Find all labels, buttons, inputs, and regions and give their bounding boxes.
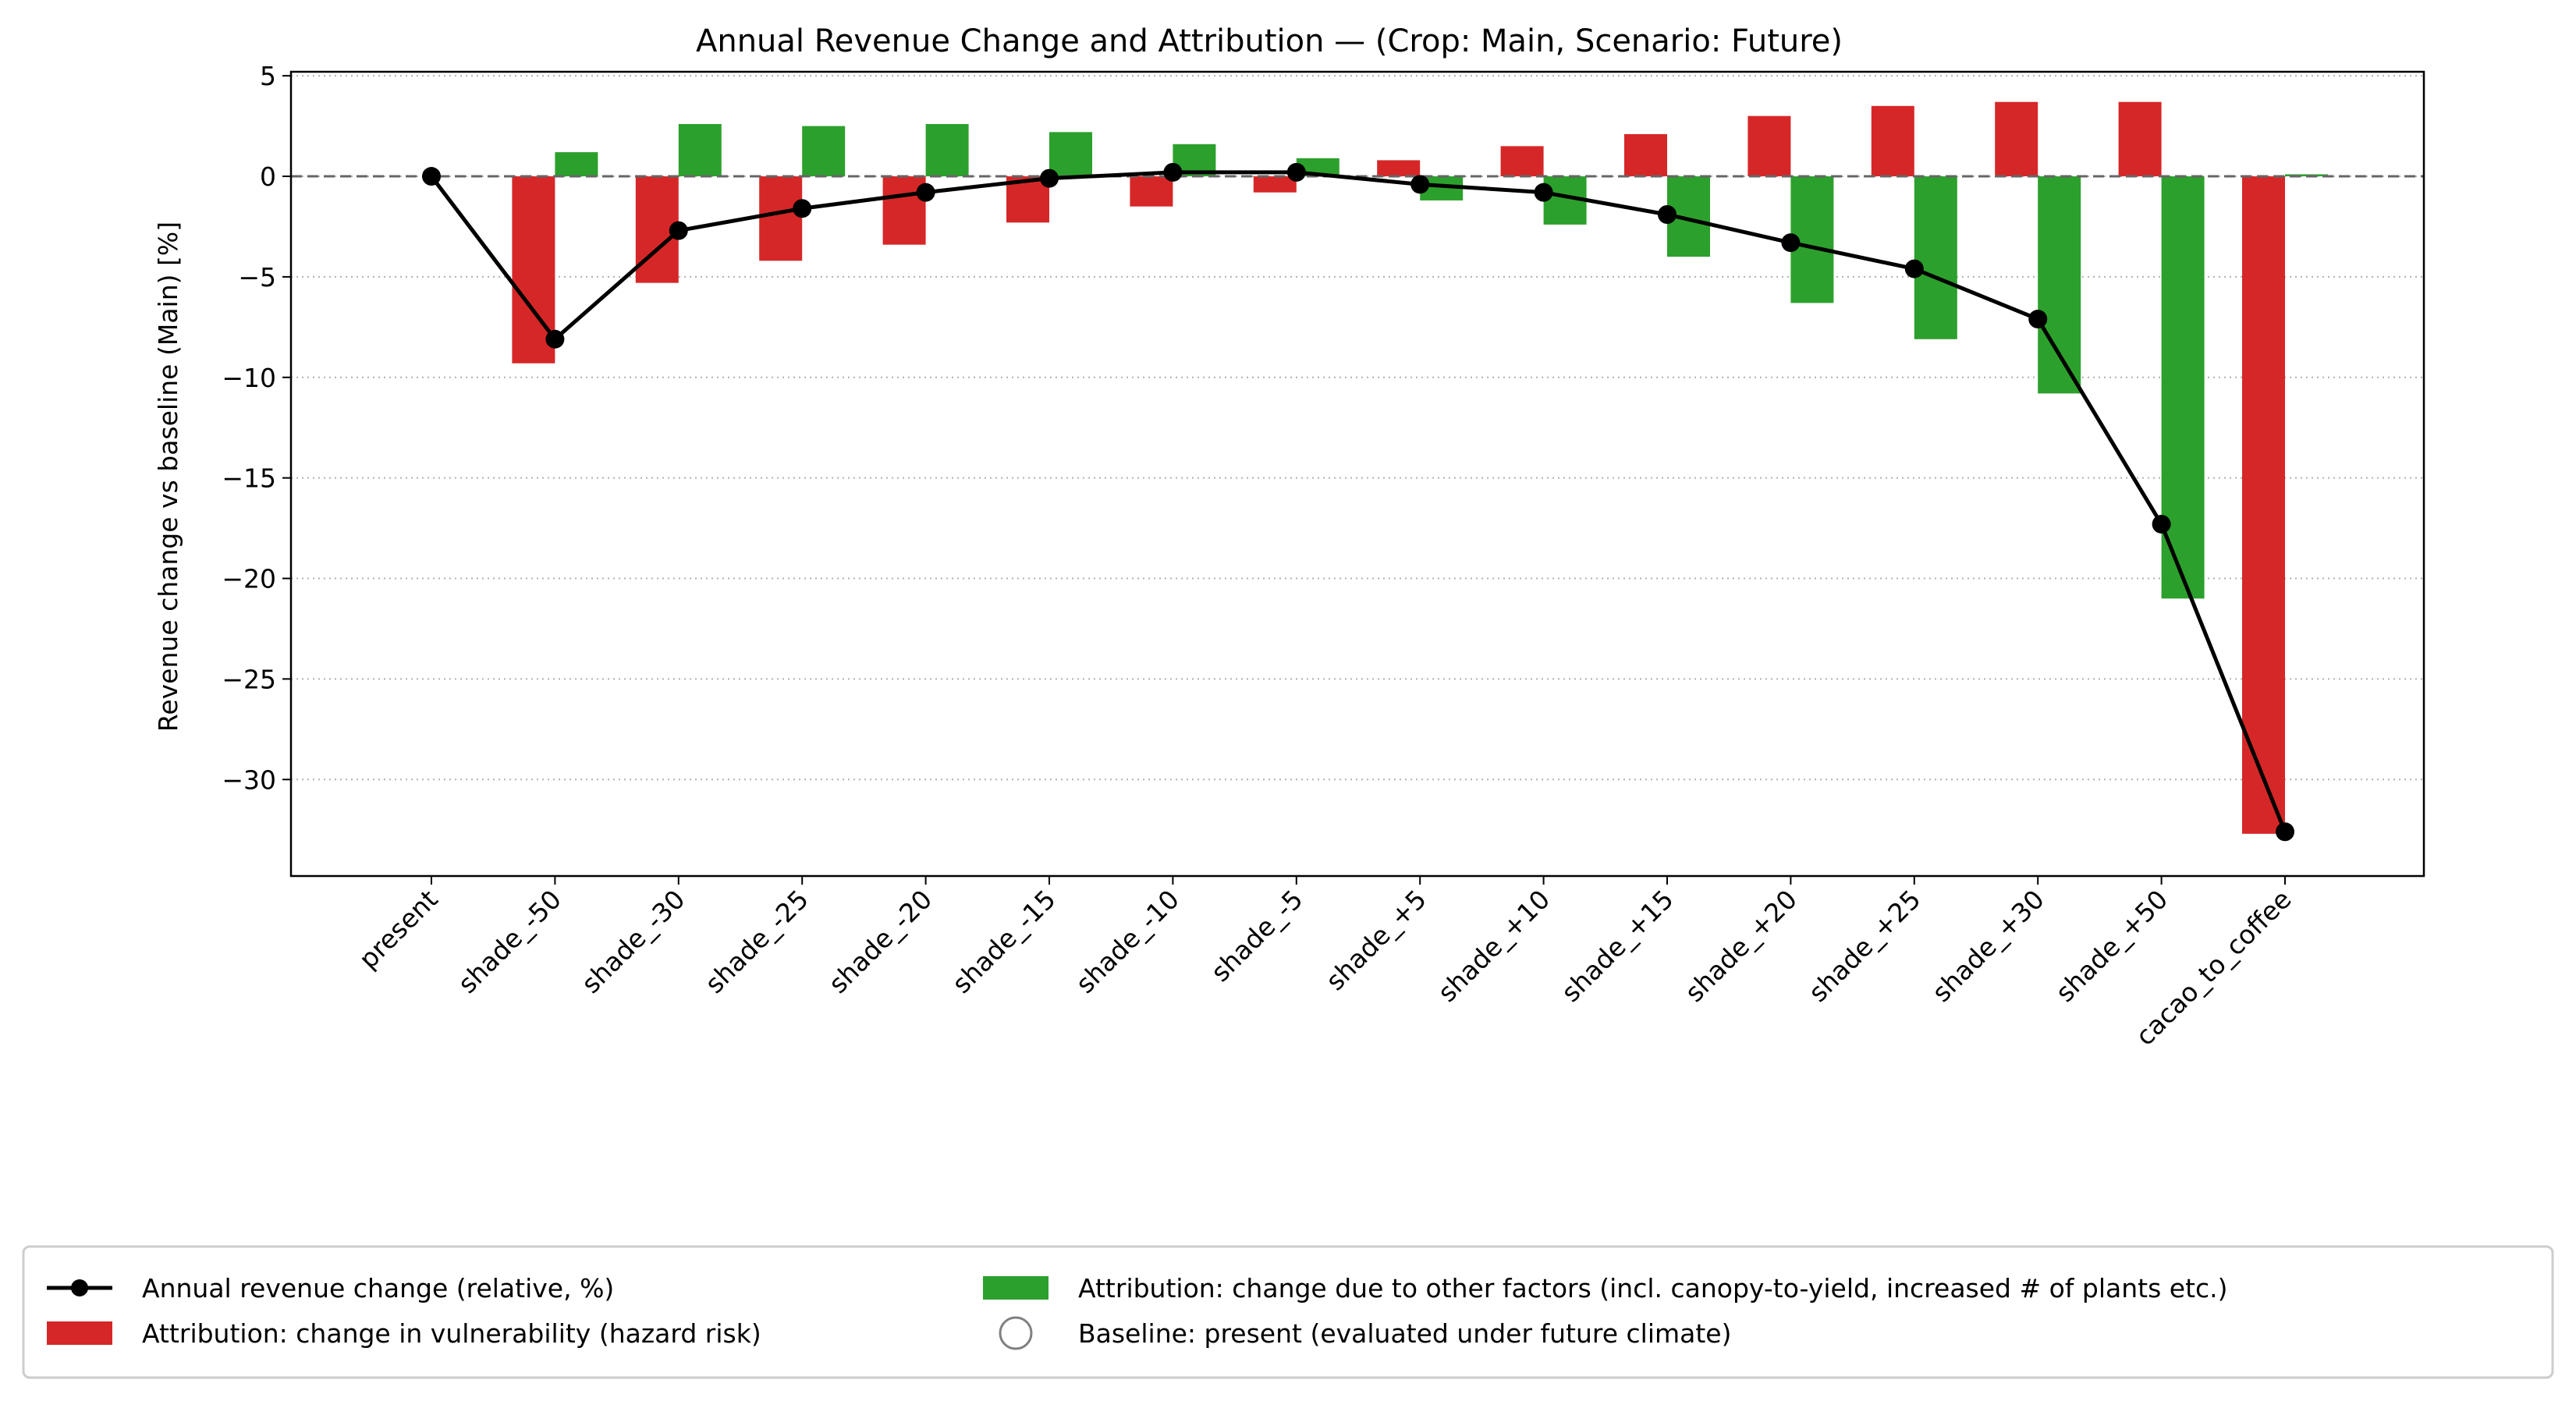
- revenue-point: [1904, 259, 1924, 278]
- x-tick-label: shade_-20: [822, 884, 938, 999]
- revenue-point: [1781, 233, 1801, 253]
- bar-vulnerability: [2118, 101, 2162, 177]
- chart-title: Annual Revenue Change and Attribution — …: [696, 23, 1843, 59]
- bar-vulnerability: [1871, 105, 1914, 177]
- bar-other-factors: [1914, 176, 1957, 339]
- legend-patch-swatch: [983, 1276, 1048, 1300]
- legend: Annual revenue change (relative, %) Attri…: [22, 1245, 2554, 1379]
- x-tick-label: shade_+15: [1556, 884, 1680, 1008]
- x-tick-label: shade_+50: [2049, 884, 2173, 1008]
- revenue-line-path: [430, 170, 2287, 833]
- revenue-point: [2152, 514, 2171, 534]
- x-tick-label: shade_+25: [1803, 884, 1927, 1008]
- revenue-point: [2028, 310, 2048, 329]
- bar-vulnerability: [1624, 133, 1667, 177]
- revenue-point: [916, 183, 935, 202]
- x-tick-label: shade_-15: [946, 884, 1062, 999]
- revenue-point: [2276, 822, 2294, 842]
- revenue-point: [1163, 162, 1183, 182]
- revenue-point: [422, 167, 441, 186]
- revenue-point: [1534, 183, 1553, 202]
- y-tick-label: −30: [222, 764, 276, 795]
- bar-vulnerability: [759, 176, 803, 261]
- axes: [289, 70, 2425, 878]
- legend-box: [22, 1245, 2554, 1379]
- y-axis-label: Revenue change vs baseline (Main) [%]: [153, 222, 183, 732]
- y-tick-label: −20: [222, 564, 276, 594]
- bar-other-factors: [2038, 176, 2081, 394]
- y-tick-label: 5: [260, 61, 276, 91]
- revenue-point: [545, 329, 565, 349]
- x-tick-label: shade_-25: [699, 884, 814, 999]
- revenue-line: [422, 162, 2294, 842]
- bar-vulnerability: [1377, 160, 1421, 177]
- y-tick-label: 0: [260, 161, 276, 192]
- bar-other-factors: [678, 124, 722, 177]
- bar-vulnerability: [1130, 176, 1173, 207]
- revenue-point: [793, 199, 812, 218]
- bar-vulnerability: [1253, 176, 1297, 193]
- plot-frame: [289, 70, 2425, 878]
- legend-patch-swatch: [47, 1321, 112, 1345]
- x-tick-label: shade_-50: [452, 884, 567, 999]
- x-tick-label: shade_+20: [1679, 884, 1803, 1008]
- x-tick-label: present: [353, 884, 443, 974]
- y-tick-label: −5: [238, 262, 276, 293]
- y-tick-label: −10: [222, 363, 276, 393]
- x-tick-label: shade_+30: [1926, 884, 2050, 1008]
- x-tick-label: shade_-10: [1070, 884, 1185, 999]
- bar-other-factors: [555, 152, 598, 177]
- legend-label: Baseline: present (evaluated under futur…: [1078, 1318, 1732, 1349]
- legend-circle-swatch: [999, 1316, 1033, 1350]
- bar-vulnerability: [1500, 146, 1544, 177]
- revenue-point: [1658, 205, 1677, 225]
- revenue-point: [1040, 168, 1059, 188]
- x-axis-ticks: present shade_-50 shade_-30 shade_-25 shade_…: [353, 876, 2297, 1052]
- revenue-point: [1286, 162, 1306, 182]
- y-tick-label: −25: [222, 664, 276, 694]
- bar-vulnerability: [2242, 176, 2285, 834]
- legend-dot-swatch: [71, 1279, 88, 1296]
- y-axis-ticks: 5 0 −5 −10 −15 −20 −25 −30: [222, 61, 291, 795]
- bar-other-factors: [1049, 132, 1092, 177]
- x-tick-label: shade_-30: [576, 884, 691, 999]
- x-tick-label: shade_-5: [1205, 884, 1309, 988]
- x-tick-label: shade_+10: [1432, 884, 1556, 1008]
- y-tick-label: −15: [222, 463, 276, 494]
- revenue-point: [669, 221, 688, 240]
- bar-vulnerability: [1995, 101, 2038, 177]
- bar-other-factors: [802, 126, 846, 177]
- legend-label: Attribution: change due to other factors…: [1078, 1273, 2228, 1303]
- legend-label: Attribution: change in vulnerability (ha…: [142, 1318, 761, 1349]
- x-tick-label: shade_+5: [1320, 884, 1432, 996]
- bar-other-factors: [925, 124, 969, 177]
- revenue-point: [1410, 175, 1430, 194]
- legend-label: Annual revenue change (relative, %): [142, 1273, 614, 1303]
- bar-vulnerability: [1747, 115, 1791, 177]
